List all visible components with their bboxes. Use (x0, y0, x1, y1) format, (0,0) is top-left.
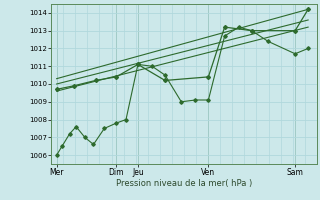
X-axis label: Pression niveau de la mer( hPa ): Pression niveau de la mer( hPa ) (116, 179, 252, 188)
